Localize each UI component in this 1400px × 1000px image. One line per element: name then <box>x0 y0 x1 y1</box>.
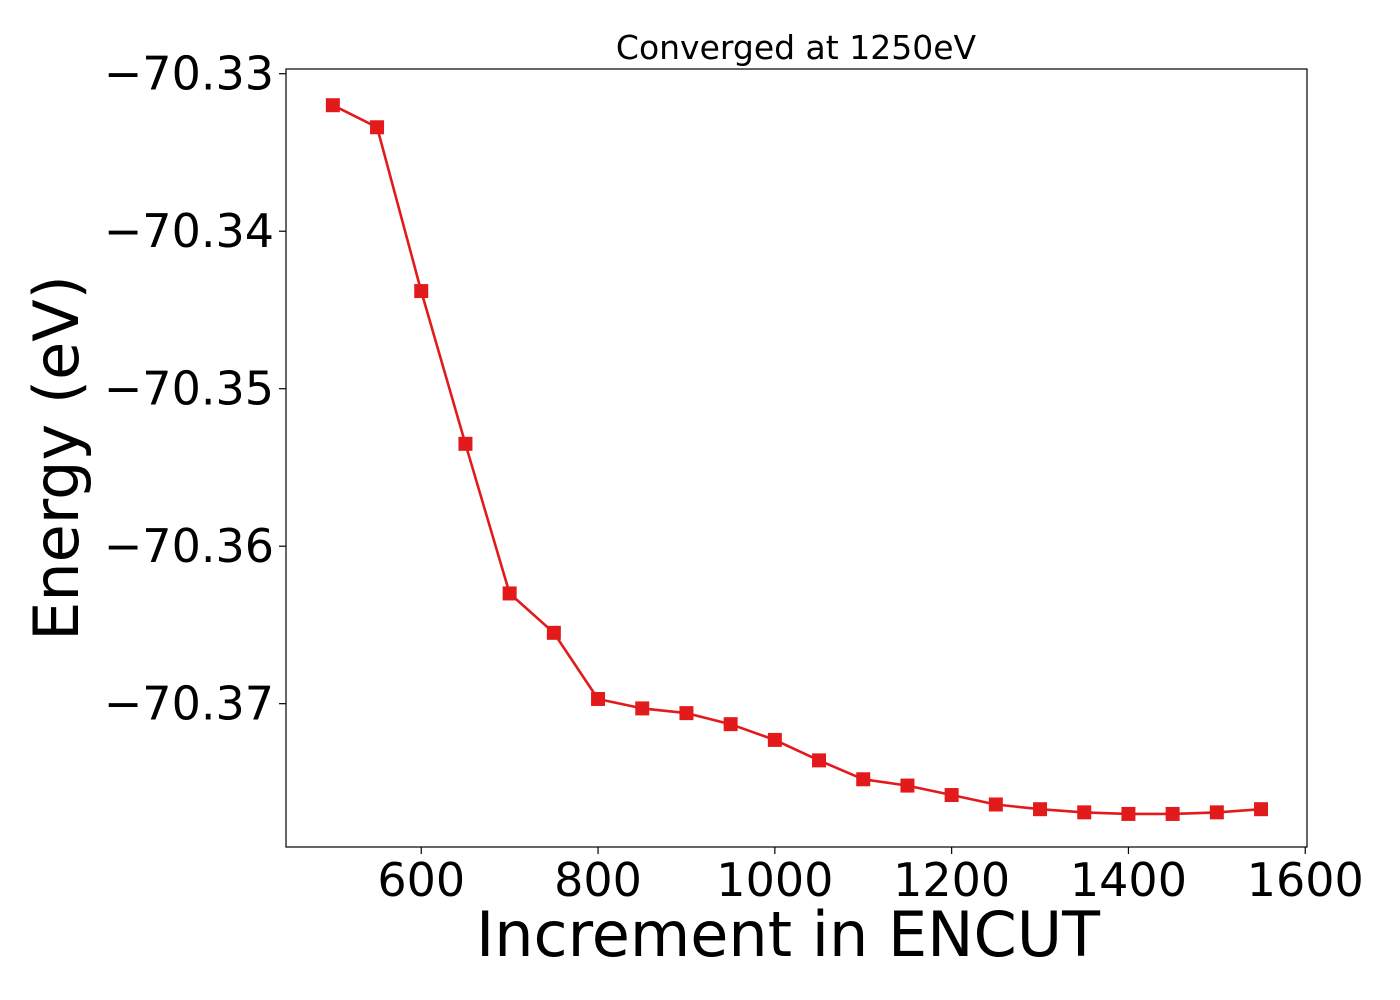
series-markers <box>325 98 1269 821</box>
data-point <box>723 717 738 732</box>
x-tick-label: 1600 <box>1247 853 1364 907</box>
data-point <box>988 797 1003 812</box>
data-point <box>856 772 871 787</box>
data-point <box>414 284 429 299</box>
data-point <box>635 701 650 716</box>
data-point <box>325 98 340 113</box>
data-point <box>679 706 694 721</box>
y-axis: −70.33 −70.34 −70.35 −70.36 −70.37 <box>104 47 286 731</box>
data-point <box>502 586 517 601</box>
data-point <box>1077 805 1092 820</box>
data-point <box>546 625 561 640</box>
data-point <box>1254 802 1269 817</box>
y-tick-label: −70.35 <box>104 362 274 416</box>
plot-area: −70.33 −70.34 −70.35 −70.36 −70.37 600 800 100… <box>104 47 1364 907</box>
x-tick-label: 800 <box>554 853 642 907</box>
data-point <box>767 732 782 747</box>
data-point <box>370 120 385 135</box>
data-point <box>900 778 915 793</box>
data-point <box>944 788 959 803</box>
x-tick-label: 1400 <box>1070 853 1187 907</box>
y-axis-label: Energy (eV) <box>20 275 93 641</box>
chart-title: Converged at 1250eV <box>616 28 977 67</box>
data-point <box>458 436 473 451</box>
data-point <box>591 691 606 706</box>
x-axis: 600 800 1000 1200 1400 1600 <box>377 847 1364 907</box>
y-tick-label: −70.33 <box>104 47 274 101</box>
data-point <box>1165 806 1180 821</box>
series-line <box>332 104 1262 816</box>
x-tick-label: 1200 <box>893 853 1010 907</box>
x-axis-label: Increment in ENCUT <box>476 898 1101 971</box>
x-tick-label: 600 <box>377 853 465 907</box>
data-point <box>812 753 827 768</box>
data-point <box>1209 805 1224 820</box>
y-tick-label: −70.36 <box>104 519 274 573</box>
y-tick-label: −70.37 <box>104 677 274 731</box>
data-point <box>1121 806 1136 821</box>
plot-frame <box>285 68 1308 848</box>
x-tick-label: 1000 <box>716 853 833 907</box>
y-tick-label: −70.34 <box>104 204 274 258</box>
data-point <box>1033 802 1048 817</box>
